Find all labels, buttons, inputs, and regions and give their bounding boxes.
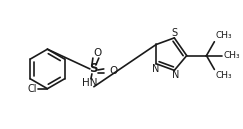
Text: N: N bbox=[152, 64, 159, 74]
Text: O: O bbox=[94, 48, 102, 58]
Text: S: S bbox=[90, 62, 98, 75]
Text: CH₃: CH₃ bbox=[223, 51, 240, 60]
Text: S: S bbox=[171, 28, 177, 38]
Text: HN: HN bbox=[82, 78, 98, 88]
Text: CH₃: CH₃ bbox=[215, 31, 232, 40]
Text: O: O bbox=[110, 66, 118, 76]
Text: N: N bbox=[172, 70, 179, 80]
Text: CH₃: CH₃ bbox=[215, 71, 232, 80]
Text: Cl: Cl bbox=[27, 84, 36, 94]
